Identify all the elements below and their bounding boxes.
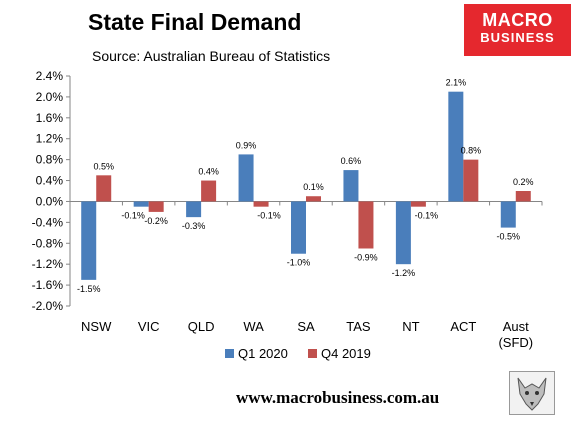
bar-q4-2019 — [463, 159, 479, 202]
category-label: NT — [402, 319, 419, 334]
bar-q4-2019 — [410, 201, 426, 207]
y-tick-label: 2.0% — [36, 90, 64, 104]
data-label: -0.1% — [415, 211, 439, 221]
category-label: ACT — [450, 319, 476, 334]
data-label: -0.5% — [497, 232, 521, 242]
data-label: 0.2% — [513, 177, 534, 187]
data-label: 2.1% — [446, 78, 467, 88]
category-label: NSW — [81, 319, 112, 334]
y-tick-label: -1.2% — [32, 257, 64, 271]
data-label: -1.0% — [287, 258, 311, 268]
bar-q4-2019 — [358, 201, 374, 249]
y-tick-label: 0.0% — [36, 194, 64, 208]
data-label: -0.3% — [182, 221, 206, 231]
macrobusiness-logo: MACRO BUSINESS — [464, 4, 571, 56]
bar-q1-2020 — [133, 201, 149, 207]
bar-q4-2019 — [96, 175, 112, 202]
category-label: Aust — [503, 319, 529, 334]
website-url: www.macrobusiness.com.au — [236, 388, 440, 407]
y-tick-label: 1.6% — [36, 111, 64, 125]
category-label: (SFD) — [498, 335, 533, 350]
y-tick-label: 2.4% — [36, 69, 64, 83]
data-label: 0.4% — [198, 167, 219, 177]
chart-source: Source: Australian Bureau of Statistics — [92, 48, 331, 64]
logo-line-2: BUSINESS — [480, 30, 555, 45]
y-tick-label: 0.4% — [36, 174, 64, 188]
data-label: -1.5% — [77, 284, 101, 294]
data-label: -0.2% — [144, 216, 168, 226]
bar-q1-2020 — [395, 201, 411, 265]
data-label: 0.6% — [341, 156, 362, 166]
data-label: 0.9% — [236, 140, 257, 150]
legend-swatch — [308, 349, 317, 358]
category-label: WA — [243, 319, 264, 334]
y-tick-label: -2.0% — [32, 299, 64, 313]
data-label: 0.8% — [461, 146, 482, 156]
category-label: QLD — [188, 319, 215, 334]
legend-label: Q1 2020 — [238, 346, 288, 361]
data-label: -1.2% — [392, 268, 416, 278]
data-label: 0.5% — [93, 161, 114, 171]
bar-q4-2019 — [201, 180, 217, 202]
category-label: TAS — [346, 319, 371, 334]
data-label: 0.1% — [303, 182, 324, 192]
data-label: -0.1% — [121, 211, 145, 221]
y-tick-label: -0.4% — [32, 215, 64, 229]
bar-q1-2020 — [500, 201, 516, 228]
chart-title: State Final Demand — [88, 9, 302, 35]
y-tick-label: -1.6% — [32, 278, 64, 292]
bar-q1-2020 — [291, 201, 306, 254]
bar-q1-2020 — [343, 170, 359, 202]
wolf-logo-icon — [509, 371, 555, 415]
bar-q1-2020 — [81, 201, 97, 280]
category-label: VIC — [138, 319, 160, 334]
y-tick-label: -0.8% — [32, 236, 64, 250]
bar-q4-2019 — [148, 201, 164, 212]
bar-q1-2020 — [238, 154, 254, 202]
bar-q4-2019 — [306, 196, 321, 202]
legend-swatch — [225, 349, 234, 358]
data-label: -0.9% — [354, 253, 378, 263]
bar-q4-2019 — [253, 201, 269, 207]
y-tick-label: 1.2% — [36, 132, 64, 146]
logo-line-1: MACRO — [482, 10, 553, 30]
data-label: -0.1% — [257, 211, 281, 221]
category-label: SA — [297, 319, 315, 334]
bar-q1-2020 — [448, 91, 464, 202]
bar-q1-2020 — [186, 201, 202, 218]
bar-q4-2019 — [515, 191, 531, 202]
y-tick-label: 0.8% — [36, 153, 64, 167]
legend-label: Q4 2019 — [321, 346, 371, 361]
